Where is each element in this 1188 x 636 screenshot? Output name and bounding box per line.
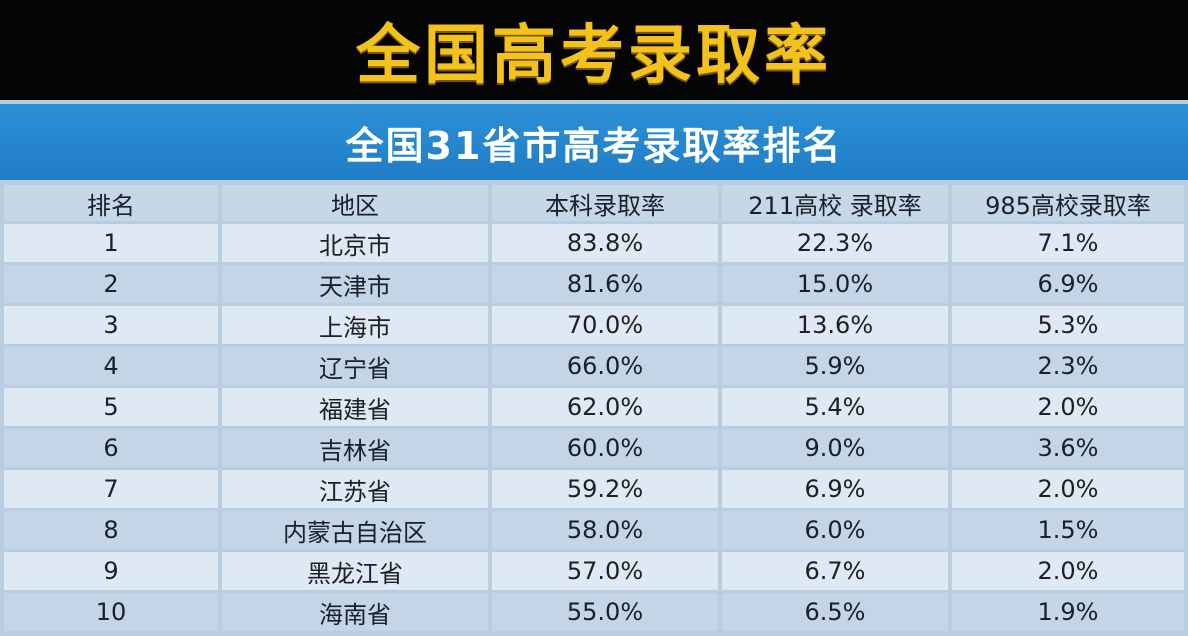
cell-undergrad-rate: 66.0% [492, 347, 718, 385]
cell-undergrad-rate: 81.6% [492, 265, 718, 303]
cell-rank: 5 [4, 388, 218, 426]
table-row: 6 吉林省 60.0% 9.0% 3.6% [4, 429, 1184, 467]
cell-211-rate: 22.3% [722, 224, 948, 262]
cell-undergrad-rate: 59.2% [492, 470, 718, 508]
title-banner: 全国高考录取率 [0, 0, 1188, 100]
cell-211-rate: 9.0% [722, 429, 948, 467]
cell-211-rate: 6.9% [722, 470, 948, 508]
table-row: 3 上海市 70.0% 13.6% 5.3% [4, 306, 1184, 344]
table-row: 9 黑龙江省 57.0% 6.7% 2.0% [4, 552, 1184, 590]
table-row: 10 海南省 55.0% 6.5% 1.9% [4, 593, 1184, 631]
cell-region: 内蒙古自治区 [222, 511, 488, 549]
cell-211-rate: 6.7% [722, 552, 948, 590]
cell-undergrad-rate: 58.0% [492, 511, 718, 549]
cell-985-rate: 1.5% [952, 511, 1184, 549]
cell-985-rate: 2.3% [952, 347, 1184, 385]
cell-undergrad-rate: 57.0% [492, 552, 718, 590]
cell-rank: 8 [4, 511, 218, 549]
cell-region: 北京市 [222, 224, 488, 262]
cell-undergrad-rate: 83.8% [492, 224, 718, 262]
cell-985-rate: 2.0% [952, 388, 1184, 426]
table-header-row: 排名 地区 本科录取率 211高校 录取率 985高校录取率 [4, 185, 1184, 221]
table-row: 5 福建省 62.0% 5.4% 2.0% [4, 388, 1184, 426]
cell-985-rate: 3.6% [952, 429, 1184, 467]
cell-rank: 3 [4, 306, 218, 344]
cell-985-rate: 6.9% [952, 265, 1184, 303]
column-header-211-rate: 211高校 录取率 [722, 185, 948, 221]
table-row: 7 江苏省 59.2% 6.9% 2.0% [4, 470, 1184, 508]
cell-region: 海南省 [222, 593, 488, 631]
column-header-region: 地区 [222, 185, 488, 221]
cell-rank: 10 [4, 593, 218, 631]
page-title: 全国高考录取率 [356, 19, 832, 93]
subtitle-bar: 全国31省市高考录取率排名 [0, 104, 1188, 180]
cell-985-rate: 5.3% [952, 306, 1184, 344]
cell-985-rate: 2.0% [952, 552, 1184, 590]
table-body: 1 北京市 83.8% 22.3% 7.1% 2 天津市 81.6% 15.0% 6.9% 3 上海市… [4, 224, 1184, 631]
cell-region: 江苏省 [222, 470, 488, 508]
cell-rank: 9 [4, 552, 218, 590]
column-header-rank: 排名 [4, 185, 218, 221]
cell-rank: 2 [4, 265, 218, 303]
cell-211-rate: 6.0% [722, 511, 948, 549]
cell-undergrad-rate: 70.0% [492, 306, 718, 344]
cell-rank: 7 [4, 470, 218, 508]
cell-211-rate: 5.4% [722, 388, 948, 426]
table-row: 4 辽宁省 66.0% 5.9% 2.3% [4, 347, 1184, 385]
cell-undergrad-rate: 60.0% [492, 429, 718, 467]
table-row: 2 天津市 81.6% 15.0% 6.9% [4, 265, 1184, 303]
cell-985-rate: 1.9% [952, 593, 1184, 631]
column-header-985-rate: 985高校录取率 [952, 185, 1184, 221]
cell-region: 辽宁省 [222, 347, 488, 385]
cell-rank: 1 [4, 224, 218, 262]
cell-region: 上海市 [222, 306, 488, 344]
cell-211-rate: 15.0% [722, 265, 948, 303]
cell-region: 黑龙江省 [222, 552, 488, 590]
cell-undergrad-rate: 55.0% [492, 593, 718, 631]
cell-985-rate: 2.0% [952, 470, 1184, 508]
cell-region: 福建省 [222, 388, 488, 426]
cell-region: 天津市 [222, 265, 488, 303]
cell-region: 吉林省 [222, 429, 488, 467]
table-subtitle: 全国31省市高考录取率排名 [345, 123, 843, 168]
table-row: 1 北京市 83.8% 22.3% 7.1% [4, 224, 1184, 262]
cell-211-rate: 6.5% [722, 593, 948, 631]
cell-rank: 4 [4, 347, 218, 385]
ranking-panel: 全国31省市高考录取率排名 排名 地区 本科录取率 211高校 录取率 985高… [0, 100, 1188, 636]
cell-undergrad-rate: 62.0% [492, 388, 718, 426]
cell-rank: 6 [4, 429, 218, 467]
cell-985-rate: 7.1% [952, 224, 1184, 262]
table-row: 8 内蒙古自治区 58.0% 6.0% 1.5% [4, 511, 1184, 549]
column-header-undergrad-rate: 本科录取率 [492, 185, 718, 221]
ranking-table: 排名 地区 本科录取率 211高校 录取率 985高校录取率 1 北京市 83.8%… [0, 182, 1188, 634]
cell-211-rate: 5.9% [722, 347, 948, 385]
cell-211-rate: 13.6% [722, 306, 948, 344]
